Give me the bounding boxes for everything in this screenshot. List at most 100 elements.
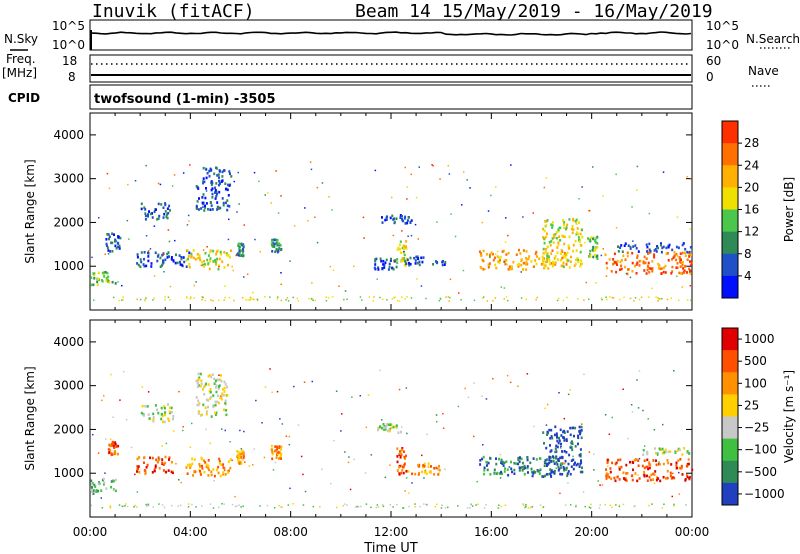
scatter-point (648, 466, 651, 470)
scatter-point (97, 489, 99, 493)
scatter-point (401, 257, 404, 261)
scatter-point (581, 466, 583, 470)
scatter-point (553, 462, 556, 465)
colorbar-tick-label: 16 (744, 203, 759, 217)
scatter-point (207, 254, 210, 257)
scatter-point (205, 398, 208, 402)
scatter-point (407, 216, 410, 219)
scatter-point (638, 457, 641, 460)
scatter-point (560, 258, 562, 262)
scatter-point (669, 471, 672, 475)
scatter-point (657, 246, 659, 250)
scatter-point (356, 505, 358, 508)
scatter-point (524, 506, 526, 509)
scatter-point (403, 457, 406, 460)
scatter-point (193, 458, 196, 461)
scatter-point (218, 378, 221, 382)
scatter-point (569, 446, 572, 449)
scatter-point (551, 249, 554, 252)
scatter-point (147, 413, 150, 416)
scatter-point (543, 241, 546, 245)
scatter-point (643, 255, 646, 259)
scatter-point (489, 456, 491, 460)
scatter-point (374, 169, 377, 172)
scatter-point (214, 413, 217, 416)
scatter-point (558, 392, 560, 394)
scatter-point (569, 426, 572, 430)
scatter-point (237, 254, 240, 257)
colorbar-tick-label: 20 (744, 180, 759, 194)
scatter-point (270, 242, 273, 246)
scatter-point (167, 469, 170, 472)
scatter-point (170, 406, 173, 410)
scatter-point (619, 268, 621, 271)
scatter-point (190, 296, 192, 299)
scatter-point (553, 261, 556, 265)
scatter-point (543, 229, 546, 233)
scatter-point (560, 446, 563, 449)
scatter-point (379, 296, 381, 299)
scatter-point (608, 433, 611, 435)
scatter-point (271, 250, 274, 253)
scatter-point (437, 473, 440, 476)
scatter-point (357, 506, 360, 508)
scatter-point (157, 202, 160, 206)
scatter-point (643, 474, 646, 477)
scatter-point (542, 227, 545, 231)
scatter-point (172, 259, 175, 263)
scatter-point (501, 462, 504, 465)
scatter-point (122, 296, 124, 298)
scatter-point (505, 259, 508, 262)
scatter-point (402, 251, 405, 254)
scatter-point (405, 470, 408, 473)
scatter-point (201, 464, 203, 468)
scatter-point (214, 191, 216, 194)
scatter-point (280, 272, 282, 274)
scatter-point (517, 385, 519, 387)
scatter-point (657, 266, 660, 270)
scatter-point (375, 257, 378, 261)
scatter-point (218, 457, 221, 461)
scatter-point (560, 264, 563, 268)
scatter-point (545, 224, 548, 227)
scatter-point (686, 176, 688, 178)
scatter-point (159, 265, 162, 268)
scatter-point (228, 218, 230, 221)
scatter-point (554, 263, 557, 266)
scatter-point (626, 472, 629, 475)
scatter-point (405, 259, 408, 262)
scatter-point (599, 504, 601, 506)
scatter-point (380, 426, 383, 430)
scatter-point (560, 434, 563, 437)
scatter-point (251, 298, 253, 300)
scatter-point (211, 181, 214, 185)
scatter-point (388, 262, 391, 266)
scatter-point (136, 506, 138, 508)
scatter-point (237, 451, 240, 454)
colorbar-tick-label: 25 (744, 398, 759, 412)
scatter-point (620, 465, 623, 469)
scatter-point (218, 169, 221, 172)
scatter-point (434, 505, 437, 508)
scatter-point (145, 503, 147, 506)
scatter-point (662, 475, 665, 479)
scatter-point (216, 257, 219, 261)
scatter-point (280, 457, 282, 460)
scatter-point (225, 252, 228, 255)
scatter-point (217, 465, 220, 469)
scatter-point (278, 504, 280, 507)
scatter-point (560, 249, 563, 252)
scatter-point (271, 451, 274, 454)
scatter-point (529, 461, 532, 465)
scatter-point (674, 449, 677, 453)
scatter-point (625, 272, 628, 275)
scatter-point (304, 490, 307, 493)
scatter-point (205, 410, 208, 413)
scatter-point (580, 244, 583, 247)
scatter-cluster (542, 425, 584, 476)
scatter-point (213, 474, 216, 478)
scatter-point (165, 470, 168, 474)
scatter-point (180, 481, 182, 484)
scatter-point (227, 460, 230, 463)
scatter-point (197, 372, 200, 376)
